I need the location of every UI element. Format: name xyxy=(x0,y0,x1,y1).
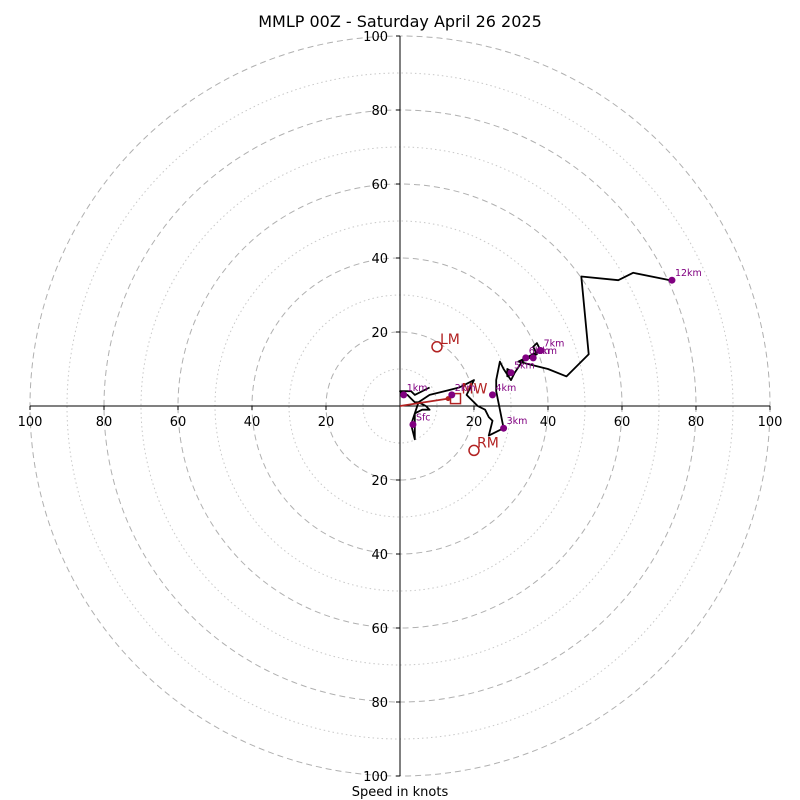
height-marker-dot xyxy=(529,354,537,362)
storm-motion-rm-label: RM xyxy=(477,435,499,451)
height-marker-label: 6km xyxy=(536,346,557,357)
height-marker-dot xyxy=(537,347,545,354)
y-tick-label: 100 xyxy=(363,770,388,785)
height-marker-dot xyxy=(500,424,508,432)
x-axis-label: Speed in knots xyxy=(352,785,449,800)
storm-motion-rm-marker xyxy=(468,444,480,457)
height-marker-dot xyxy=(400,391,408,399)
height-marker-dot xyxy=(409,421,417,428)
y-tick-label: 80 xyxy=(371,696,388,711)
height-marker-label: 4km xyxy=(496,383,517,394)
y-tick-label: 20 xyxy=(371,326,388,341)
mean-wind-vector xyxy=(399,397,449,407)
y-tick-label: 40 xyxy=(371,252,388,267)
height-marker-label: 1km xyxy=(407,383,428,394)
storm-motion-lm-marker xyxy=(431,341,443,353)
x-tick-label: 100 xyxy=(18,415,43,430)
height-marker-label: Sfc xyxy=(416,413,431,424)
storm-motion-markers: LM RM MW xyxy=(399,332,499,457)
hodograph-line xyxy=(399,271,671,441)
x-tick-label: 100 xyxy=(758,415,783,430)
height-marker-dot xyxy=(522,354,530,362)
y-tick-label: 100 xyxy=(363,30,388,45)
hodograph-trace xyxy=(399,271,671,441)
y-tick-label: 80 xyxy=(371,104,388,119)
x-tick-label: 20 xyxy=(318,415,335,430)
chart-title: MMLP 00Z - Saturday April 26 2025 xyxy=(258,12,542,31)
y-tick-label: 60 xyxy=(371,622,388,637)
tick-labels: 100 80 60 40 20 20 40 60 80 100 100 80 60 40 20 20 40 60 8… xyxy=(18,30,783,785)
storm-motion-mw-label: MW xyxy=(462,382,488,398)
height-marker-label: 5km xyxy=(514,361,535,372)
height-marker-label: 2km xyxy=(455,383,476,394)
storm-motion-mw-marker xyxy=(449,392,462,405)
height-marker-label: 3km xyxy=(507,416,528,427)
x-tick-label: 60 xyxy=(614,415,631,430)
height-marker-dot xyxy=(448,391,456,399)
y-tick-label: 40 xyxy=(371,548,388,563)
y-tick-label: 20 xyxy=(371,474,388,489)
y-tick-label: 60 xyxy=(371,178,388,193)
x-tick-label: 20 xyxy=(466,415,483,430)
storm-motion-lm-label: LM xyxy=(440,332,460,348)
x-tick-label: 40 xyxy=(244,415,261,430)
x-tick-label: 80 xyxy=(96,415,113,430)
x-tick-label: 60 xyxy=(170,415,187,430)
height-marker-label: 12km xyxy=(675,268,702,279)
height-marker-label: 7km xyxy=(544,339,565,350)
x-tick-label: 80 xyxy=(688,415,705,430)
height-marker-dot xyxy=(668,276,676,284)
height-marker-dot xyxy=(507,369,515,377)
height-marker-dot xyxy=(489,391,496,399)
x-tick-label: 40 xyxy=(540,415,557,430)
height-markers: Sfc1km2km3km4km5km6km6km7km12km xyxy=(400,268,702,432)
